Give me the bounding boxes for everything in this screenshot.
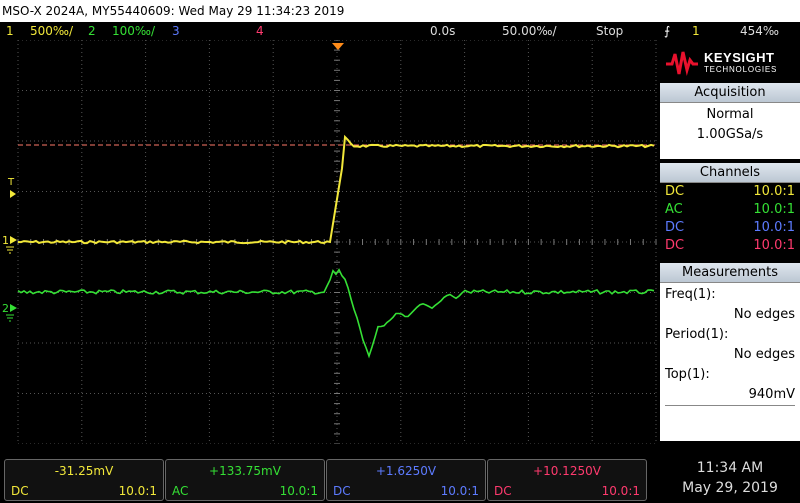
channel-row-2[interactable]: AC 10.0:1 [665, 202, 795, 217]
ch1-probe: 10.0:1 [118, 484, 157, 498]
title-bar: MSO-X 2024A, MY55440609: Wed May 29 11:3… [0, 0, 800, 22]
ch2-number[interactable]: 2 [88, 24, 96, 38]
acquisition-mode: Normal [706, 107, 754, 122]
rising-edge-trigger-icon: ⨍ [664, 24, 671, 38]
measurement-period[interactable]: Period(1): No edges [660, 325, 800, 365]
ch1-number[interactable]: 1 [6, 24, 14, 38]
ch1-ground-marker[interactable]: 1 [2, 234, 17, 254]
ch2-ground-marker[interactable]: 2 [2, 302, 17, 322]
measurement-label: Period(1): [665, 327, 729, 342]
ch2-waveform [17, 268, 655, 359]
keysight-wave-icon [666, 51, 698, 76]
ch3-label[interactable]: 3 [172, 24, 180, 38]
clock-time: 11:34 AM [696, 460, 764, 476]
trigger-level[interactable]: 454‰ [740, 24, 780, 38]
ch1-coupling: DC [11, 484, 29, 498]
status-bar: 1 500‰/ 2 100‰/ 3 4 0.0s 50.00‰/ Stop ⨍ … [0, 22, 800, 40]
ch4-coupling: DC [494, 484, 512, 498]
brand-sub: TECHNOLOGIES [704, 65, 778, 74]
measurement-top[interactable]: Top(1): 940mV [660, 365, 800, 406]
run-state[interactable]: Stop [596, 24, 624, 38]
channel-row-1[interactable]: DC 10.0:1 [665, 184, 795, 199]
acquisition-rate: 1.00GSa/s [696, 127, 764, 142]
side-panel: KEYSIGHT TECHNOLOGIES Acquisition Normal… [660, 40, 800, 443]
delay-readout[interactable]: 0.0s [430, 24, 456, 38]
measurement-label: Top(1): [665, 367, 710, 382]
ch3-probe: 10.0:1 [440, 484, 479, 498]
clock: 11:34 AM May 29, 2019 [660, 458, 800, 498]
measurement-label: Freq(1): [665, 287, 716, 302]
keysight-logo: KEYSIGHT TECHNOLOGIES [662, 44, 798, 80]
clock-date: May 29, 2019 [682, 480, 778, 496]
ch4-label[interactable]: 4 [256, 24, 264, 38]
ch2-scale[interactable]: 100‰/ [112, 24, 156, 38]
window-title: MSO-X 2024A, MY55440609: Wed May 29 11:3… [2, 4, 345, 18]
ch3-offset: +1.6250V [375, 464, 437, 478]
timebase-readout[interactable]: 50.00‰/ [502, 24, 557, 38]
measurement-freq[interactable]: Freq(1): No edges [660, 283, 800, 325]
svg-text:1: 1 [2, 234, 9, 247]
trigger-level-arrow [10, 190, 16, 198]
channel-footer: -31.25mV DC 10.0:1 +133.75mV AC 10.0:1 +… [0, 456, 800, 503]
ch1-softkey[interactable]: -31.25mV DC 10.0:1 [4, 459, 164, 501]
ch4-probe: 10.0:1 [601, 484, 640, 498]
channels-box[interactable]: Channels DC 10.0:1 AC 10.0:1 DC 10.0:1 DC 10… [660, 163, 800, 259]
trigger-source[interactable]: 1 [692, 24, 700, 38]
channel-row-3[interactable]: DC 10.0:1 [665, 220, 795, 235]
acquisition-box[interactable]: Acquisition Normal 1.00GSa/s [660, 83, 800, 159]
brand-name: KEYSIGHT [704, 50, 775, 65]
trigger-level-marker[interactable]: T [7, 177, 15, 188]
ch2-offset: +133.75mV [209, 464, 281, 478]
svg-text:2: 2 [2, 302, 9, 315]
ch3-softkey[interactable]: +1.6250V DC 10.0:1 [326, 459, 486, 501]
ch1-waveform [17, 134, 655, 245]
ch4-offset: +10.1250V [533, 464, 601, 478]
measurements-header: Measurements [660, 263, 800, 283]
ch2-coupling: AC [172, 484, 189, 498]
channels-header: Channels [660, 163, 800, 183]
channel-row-4[interactable]: DC 10.0:1 [665, 238, 795, 253]
ch3-coupling: DC [333, 484, 351, 498]
ch2-probe: 10.0:1 [279, 484, 318, 498]
measurement-value: No edges [733, 347, 795, 362]
trigger-position-marker[interactable] [332, 43, 344, 50]
ch1-offset: -31.25mV [54, 464, 114, 478]
measurement-value: 940mV [665, 385, 795, 406]
ch4-softkey[interactable]: +10.1250V DC 10.0:1 [487, 459, 647, 501]
ch1-scale[interactable]: 500‰/ [30, 24, 74, 38]
measurement-value: No edges [733, 307, 795, 322]
ch2-softkey[interactable]: +133.75mV AC 10.0:1 [165, 459, 325, 501]
acquisition-header: Acquisition [660, 83, 800, 103]
waveform-display[interactable]: T 1 2 [0, 40, 658, 444]
measurements-box[interactable]: Measurements Freq(1): No edges Period(1)… [660, 263, 800, 441]
